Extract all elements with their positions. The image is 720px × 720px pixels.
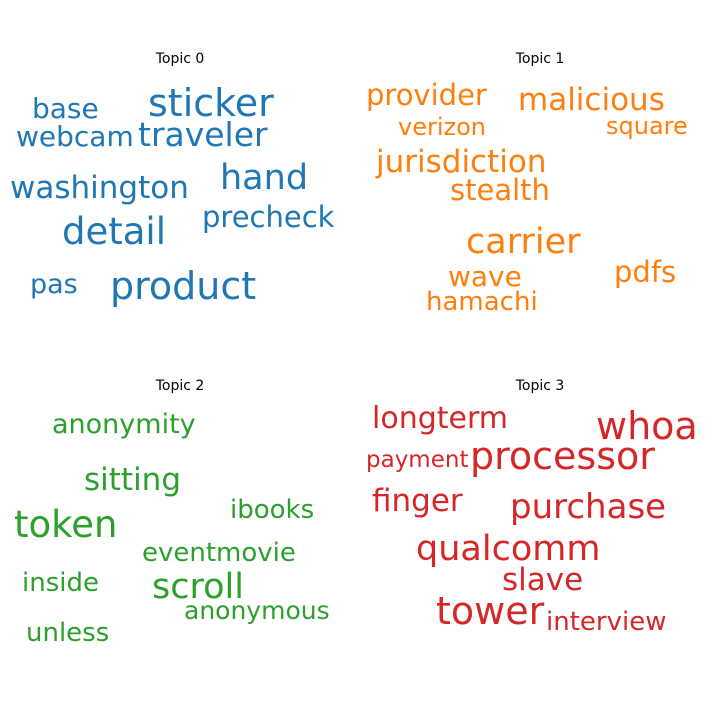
word-sitting: sitting xyxy=(84,462,181,498)
word-webcam: webcam xyxy=(16,120,134,153)
topic-2-wordcloud: anonymity sitting ibooks token eventmovie ins… xyxy=(14,409,330,648)
word-base: base xyxy=(32,92,99,125)
word-slave: slave xyxy=(502,562,583,598)
word-pas: pas xyxy=(30,269,78,300)
word-scroll: scroll xyxy=(152,567,244,607)
word-precheck: precheck xyxy=(202,200,335,234)
topic-1-wordcloud: provider malicious verizon square jurisdicti… xyxy=(366,78,688,317)
word-interview: interview xyxy=(546,607,666,637)
word-jurisdiction: jurisdiction xyxy=(375,144,547,180)
word-traveler: traveler xyxy=(138,115,268,154)
word-anonymity: anonymity xyxy=(52,409,196,440)
word-malicious: malicious xyxy=(518,82,665,118)
word-finger: finger xyxy=(372,483,463,519)
word-whoa: whoa xyxy=(596,404,698,448)
word-sticker: sticker xyxy=(148,81,274,125)
word-ibooks: ibooks xyxy=(230,495,314,525)
word-longterm: longterm xyxy=(372,401,508,436)
topic-2-title: Topic 2 xyxy=(155,378,205,394)
word-provider: provider xyxy=(366,78,487,112)
topic-0-panel: Topic 0 sticker base webcam traveler washing… xyxy=(0,0,360,360)
word-carrier: carrier xyxy=(466,222,581,262)
word-detail: detail xyxy=(62,210,166,253)
word-hamachi: hamachi xyxy=(426,287,538,317)
topic-1-title: Topic 1 xyxy=(515,51,565,67)
topic-2-panel: Topic 2 anonymity sitting ibooks token event… xyxy=(0,360,360,720)
word-unless: unless xyxy=(26,618,109,648)
word-square: square xyxy=(606,112,688,140)
word-pdfs: pdfs xyxy=(614,255,676,289)
word-verizon: verizon xyxy=(398,113,486,141)
word-washington: washington xyxy=(10,170,189,206)
word-processor: processor xyxy=(470,434,655,478)
word-stealth: stealth xyxy=(450,173,550,207)
topic-3-panel: Topic 3 longterm whoa payment processor fing… xyxy=(360,360,720,720)
word-payment: payment xyxy=(366,447,468,473)
word-eventmovie: eventmovie xyxy=(142,538,296,568)
word-purchase: purchase xyxy=(510,487,666,527)
word-qualcomm: qualcomm xyxy=(416,529,600,569)
word-wave: wave xyxy=(448,260,522,293)
word-hand: hand xyxy=(220,158,308,198)
word-tower: tower xyxy=(436,589,545,633)
topic-0-title: Topic 0 xyxy=(155,51,205,67)
word-anonymous: anonymous xyxy=(184,596,330,625)
topic-1-panel: Topic 1 provider malicious verizon square ju… xyxy=(360,0,720,360)
word-product: product xyxy=(110,264,256,308)
topic-3-title: Topic 3 xyxy=(515,378,565,394)
word-token: token xyxy=(14,503,117,546)
word-inside: inside xyxy=(22,568,99,598)
